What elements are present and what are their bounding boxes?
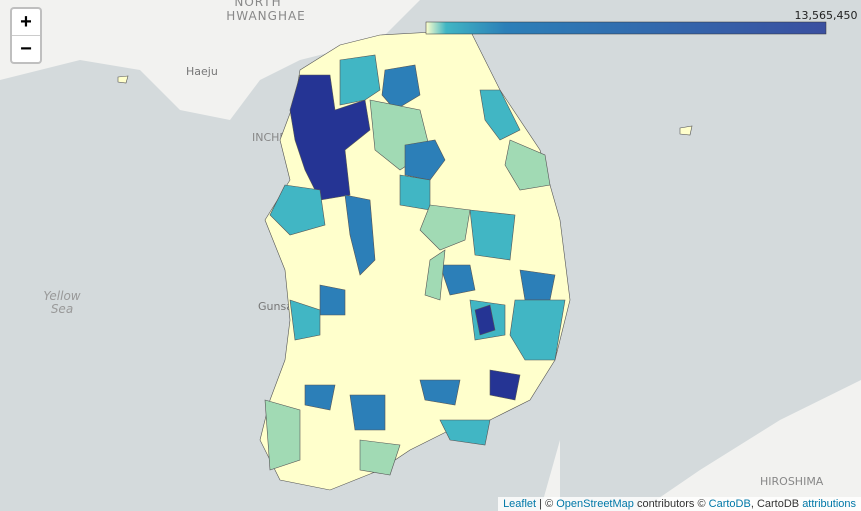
attribution: Leaflet | © OpenStreetMap contributors ©… bbox=[498, 497, 861, 511]
region bbox=[679, 125, 693, 136]
text: contributors © bbox=[633, 498, 709, 510]
region bbox=[504, 139, 551, 191]
zoom-control: + − bbox=[10, 7, 42, 64]
regions bbox=[259, 29, 571, 491]
region bbox=[349, 394, 386, 431]
region bbox=[474, 304, 496, 336]
legend-bar bbox=[425, 21, 827, 35]
region bbox=[519, 269, 556, 301]
region bbox=[439, 264, 476, 296]
zoom-out[interactable]: − bbox=[20, 38, 32, 60]
region bbox=[344, 194, 376, 276]
region bbox=[289, 74, 371, 201]
legend: 13,565,450 bbox=[425, 9, 858, 35]
region bbox=[424, 249, 446, 301]
region bbox=[117, 75, 129, 84]
region bbox=[381, 64, 421, 111]
region bbox=[304, 384, 336, 411]
region bbox=[509, 299, 566, 361]
region bbox=[469, 209, 516, 261]
region bbox=[479, 89, 521, 141]
place-label: HWANGHAE bbox=[226, 9, 306, 23]
region bbox=[289, 299, 321, 341]
place-label: NORTH bbox=[234, 0, 281, 9]
text: , CartoDB bbox=[750, 498, 803, 510]
region bbox=[419, 204, 471, 251]
link[interactable]: CartoDB bbox=[708, 498, 751, 510]
place-label: Haeju bbox=[186, 65, 218, 78]
link[interactable]: attributions bbox=[802, 498, 856, 510]
place-label: HIROSHIMA bbox=[760, 475, 824, 488]
region bbox=[439, 419, 491, 446]
region bbox=[419, 379, 461, 406]
place-label: Sea bbox=[51, 302, 73, 316]
land bbox=[0, 0, 420, 120]
region bbox=[359, 439, 401, 476]
link[interactable]: OpenStreetMap bbox=[556, 498, 634, 510]
text: | © bbox=[536, 498, 557, 510]
place-label: Yellow bbox=[43, 289, 80, 303]
region bbox=[404, 139, 446, 181]
legend-label: 13,565,450 bbox=[795, 9, 858, 22]
region bbox=[339, 54, 381, 106]
land bbox=[540, 440, 560, 511]
zoom-in[interactable]: + bbox=[12, 9, 40, 36]
region bbox=[399, 174, 431, 211]
region bbox=[264, 399, 301, 471]
land bbox=[640, 380, 861, 511]
region bbox=[319, 284, 346, 316]
region bbox=[269, 184, 326, 236]
region bbox=[489, 369, 521, 401]
link[interactable]: Leaflet bbox=[503, 498, 537, 510]
